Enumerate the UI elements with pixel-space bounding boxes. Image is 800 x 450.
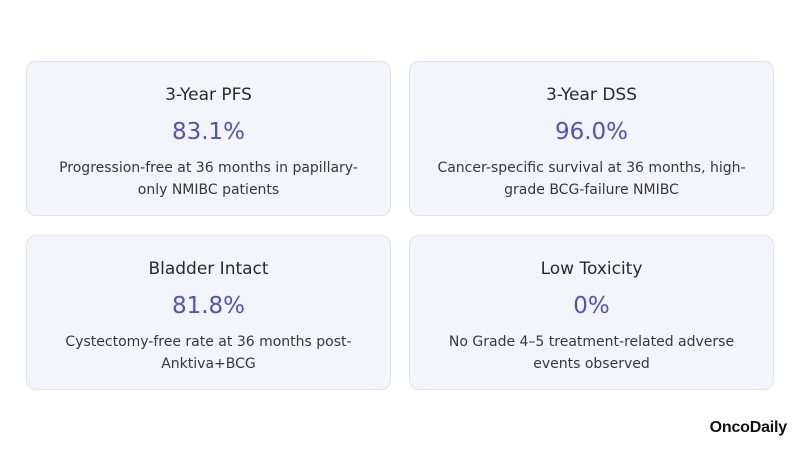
stat-card-low-toxicity: Low Toxicity 0% No Grade 4–5 treatment-r… (409, 235, 774, 390)
stat-value: 81.8% (171, 293, 246, 319)
stat-card-pfs: 3-Year PFS 83.1% Progression-free at 36 … (26, 61, 391, 216)
stat-description: Cystectomy-free rate at 36 months post-A… (65, 334, 352, 372)
brand-logo: OncoDaily (709, 419, 788, 436)
stat-title: 3-Year PFS (165, 85, 252, 105)
stat-value: 96.0% (554, 119, 629, 145)
stat-value: 0% (573, 293, 610, 319)
stat-value: 83.1% (171, 119, 246, 145)
stat-card-dss: 3-Year DSS 96.0% Cancer-specific surviva… (409, 61, 774, 216)
stats-grid: 3-Year PFS 83.1% Progression-free at 36 … (26, 61, 774, 390)
stat-title: Low Toxicity (540, 259, 643, 279)
stat-description: Progression-free at 36 months in papilla… (59, 160, 358, 198)
stat-description: Cancer-specific survival at 36 months, h… (437, 160, 746, 198)
stat-description: No Grade 4–5 treatment-related adverse e… (448, 334, 735, 372)
stat-title: Bladder Intact (148, 259, 269, 279)
stat-title: 3-Year DSS (545, 85, 637, 105)
stat-card-bladder-intact: Bladder Intact 81.8% Cystectomy-free rat… (26, 235, 391, 390)
